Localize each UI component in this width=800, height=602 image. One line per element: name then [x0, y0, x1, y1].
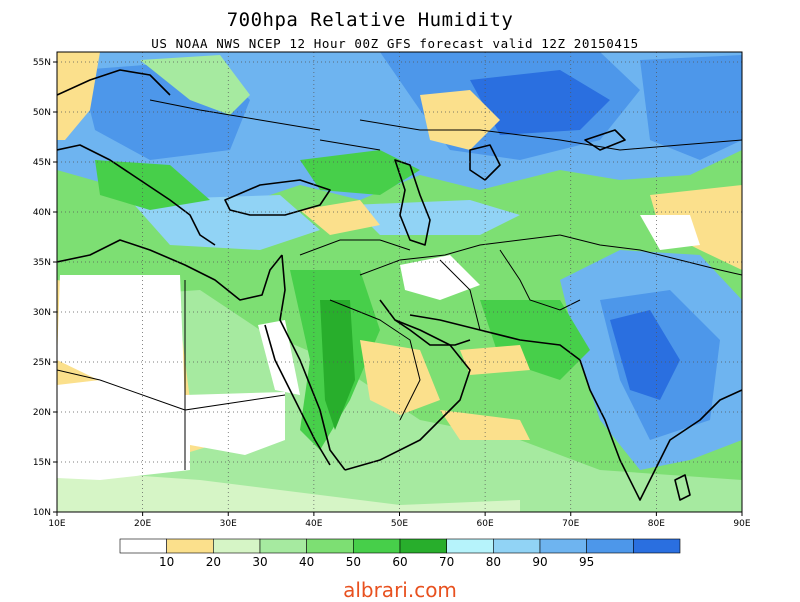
map-subtitle: US NOAA NWS NCEP 12 Hour 00Z GFS forecas… — [151, 36, 639, 51]
lat-tick-label: 15N — [33, 458, 51, 468]
legend-boundary-label: 90 — [532, 555, 547, 569]
latitude-axis: 55N 50N 45N 40N 35N 30N 25N 20N 15N 10N — [33, 58, 57, 518]
legend-swatch — [493, 538, 541, 554]
lat-tick-label: 25N — [33, 358, 51, 368]
legend-boundary-label: 50 — [346, 555, 361, 569]
grid-lines — [57, 52, 742, 512]
legend-swatch — [166, 538, 214, 554]
legend-swatch — [259, 538, 307, 554]
lat-tick-label: 50N — [33, 108, 51, 118]
legend-boundary-label: 60 — [392, 555, 407, 569]
lon-tick-label: 40E — [305, 519, 322, 529]
longitude-axis: 10E 20E 30E 40E 50E 60E 70E 80E 90E — [48, 512, 751, 529]
legend-boundary-label: 80 — [486, 555, 501, 569]
lon-tick-label: 80E — [648, 519, 665, 529]
humidity-field — [57, 52, 742, 512]
lat-tick-label: 20N — [33, 408, 51, 418]
legend-boundary-label: 10 — [159, 555, 174, 569]
legend-swatch — [119, 538, 167, 554]
legend-swatch — [539, 538, 587, 554]
lon-tick-label: 70E — [562, 519, 579, 529]
lon-tick-label: 10E — [48, 519, 65, 529]
lon-tick-label: 20E — [134, 519, 151, 529]
lon-tick-label: 30E — [220, 519, 237, 529]
legend-boundary-label: 30 — [252, 555, 267, 569]
lat-tick-label: 30N — [33, 308, 51, 318]
legend-swatch — [306, 538, 354, 554]
legend-boundary-label: 70 — [439, 555, 454, 569]
legend-swatch — [633, 538, 681, 554]
legend-boundary-label: 40 — [299, 555, 314, 569]
legend-boundary-label: 20 — [206, 555, 221, 569]
lon-tick-label: 90E — [733, 519, 750, 529]
legend-swatch — [399, 538, 447, 554]
legend-swatch — [446, 538, 494, 554]
legend-labels: 10 20 30 40 50 60 70 80 90 95 — [159, 555, 594, 569]
legend-swatch — [213, 538, 261, 554]
legend-swatch — [586, 538, 634, 554]
legend-color-bar — [119, 538, 681, 554]
map-title: 700hpa Relative Humidity — [226, 9, 514, 31]
lat-tick-label: 40N — [33, 208, 51, 218]
lat-tick-label: 45N — [33, 158, 51, 168]
lon-tick-label: 60E — [477, 519, 494, 529]
legend-boundary-label: 95 — [579, 555, 594, 569]
lat-tick-label: 55N — [33, 58, 51, 68]
lat-tick-label: 35N — [33, 258, 51, 268]
country-borders — [57, 99, 742, 470]
lat-tick-label: 10N — [33, 508, 51, 518]
lon-tick-label: 50E — [391, 519, 408, 529]
coastlines — [57, 69, 742, 501]
legend-swatch — [353, 538, 401, 554]
watermark-text: albrari.com — [343, 578, 457, 602]
